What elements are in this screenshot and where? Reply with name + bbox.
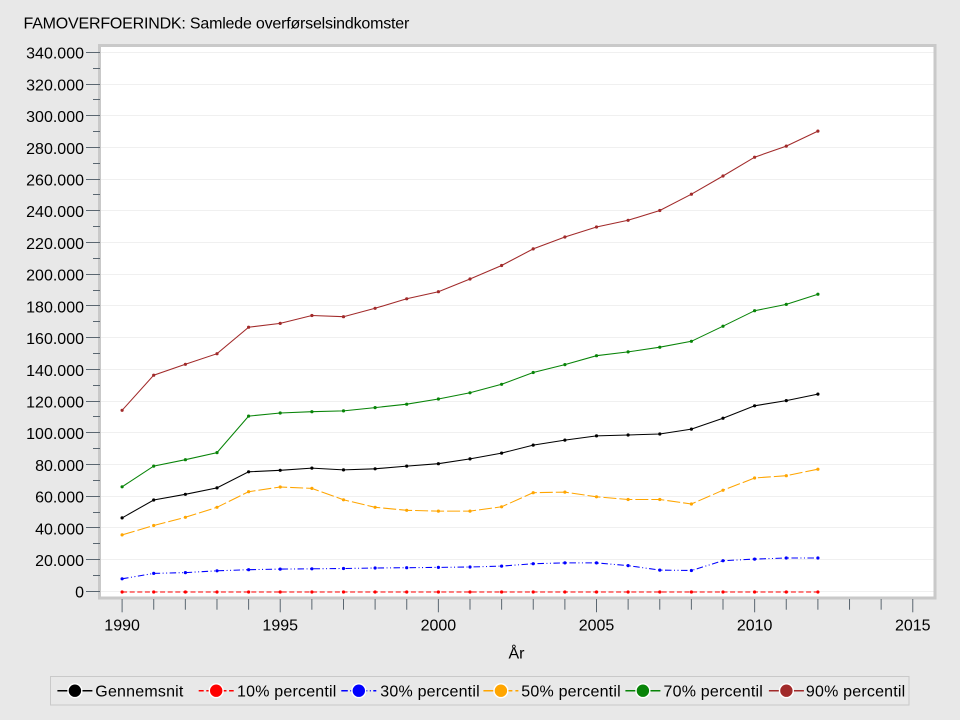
svg-text:240.000: 240.000 — [26, 204, 84, 221]
svg-text:140.000: 140.000 — [26, 363, 84, 380]
svg-text:30% percentil: 30% percentil — [380, 683, 480, 700]
svg-text:160.000: 160.000 — [26, 331, 84, 348]
svg-text:100.000: 100.000 — [26, 426, 84, 443]
svg-text:40.000: 40.000 — [35, 521, 84, 538]
svg-text:2005: 2005 — [579, 617, 615, 634]
svg-text:320.000: 320.000 — [26, 77, 84, 94]
svg-text:220.000: 220.000 — [26, 236, 84, 253]
svg-text:90% percentil: 90% percentil — [806, 683, 906, 700]
svg-text:1990: 1990 — [104, 617, 140, 634]
svg-text:120.000: 120.000 — [26, 394, 84, 411]
svg-text:340.000: 340.000 — [26, 46, 84, 63]
svg-text:2010: 2010 — [737, 617, 773, 634]
svg-text:300.000: 300.000 — [26, 109, 84, 126]
svg-text:50% percentil: 50% percentil — [521, 683, 621, 700]
svg-text:2015: 2015 — [895, 617, 931, 634]
svg-text:180.000: 180.000 — [26, 299, 84, 316]
svg-text:200.000: 200.000 — [26, 268, 84, 285]
svg-text:60.000: 60.000 — [35, 490, 84, 507]
svg-text:280.000: 280.000 — [26, 141, 84, 158]
svg-text:2000: 2000 — [421, 617, 457, 634]
svg-text:70% percentil: 70% percentil — [664, 683, 764, 700]
svg-text:260.000: 260.000 — [26, 173, 84, 190]
svg-text:År: År — [509, 644, 526, 663]
svg-text:FAMOVERFOERINDK: Samlede overf: FAMOVERFOERINDK: Samlede overførselsindk… — [24, 16, 410, 33]
svg-text:Gennemsnit: Gennemsnit — [95, 683, 184, 700]
svg-text:0: 0 — [75, 585, 84, 602]
svg-text:80.000: 80.000 — [35, 458, 84, 475]
svg-text:10% percentil: 10% percentil — [237, 683, 337, 700]
svg-text:1995: 1995 — [262, 617, 298, 634]
svg-text:20.000: 20.000 — [35, 553, 84, 570]
